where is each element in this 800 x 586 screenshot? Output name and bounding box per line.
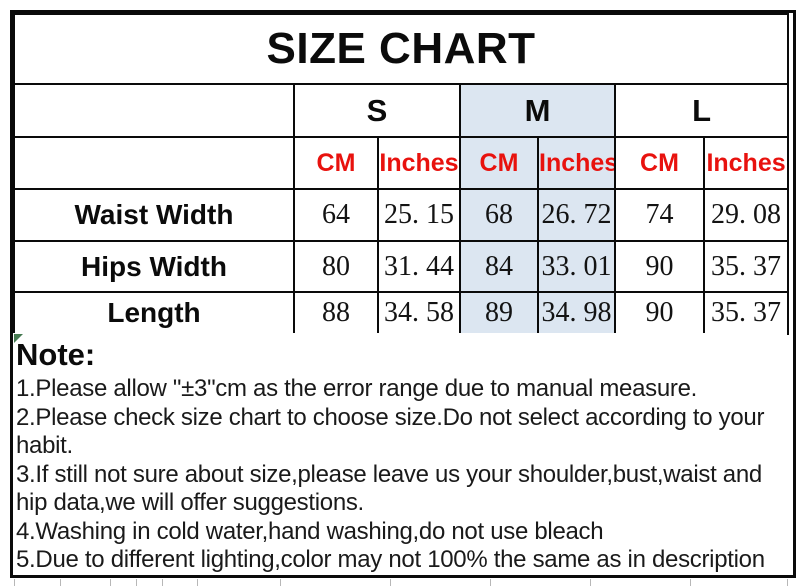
unit-header-m-inches: Inches xyxy=(537,136,616,190)
gridline-tick xyxy=(490,579,491,586)
gridline-tick xyxy=(162,579,163,586)
waist-s-cm: 64 xyxy=(293,188,379,242)
unit-header-row: CM Inches CM Inches CM Inches xyxy=(13,136,790,190)
size-header-s: S xyxy=(293,83,461,138)
hips-s-cm: 80 xyxy=(293,240,379,293)
note-line-2: 2.Please check size chart to choose size… xyxy=(16,403,765,460)
hips-l-cm: 90 xyxy=(614,240,705,293)
length-m-cm: 89 xyxy=(459,291,539,335)
size-header-row: S M L xyxy=(13,83,790,138)
row-label-length: Length xyxy=(13,291,295,335)
size-header-m: M xyxy=(459,83,616,138)
gridline-tick xyxy=(110,579,111,586)
waist-l-cm: 74 xyxy=(614,188,705,242)
hips-s-inches: 31. 44 xyxy=(377,240,461,293)
gridline-tick xyxy=(280,579,281,586)
size-chart-sheet: SIZE CHART S M L CM Inches CM Inches CM … xyxy=(10,10,796,578)
gridline-tick xyxy=(690,579,691,586)
cell-corner-marker-icon xyxy=(14,334,23,343)
row-label-waist-width: Waist Width xyxy=(13,188,295,242)
waist-m-cm: 68 xyxy=(459,188,539,242)
note-title: Note: xyxy=(16,337,96,372)
unit-header-s-cm: CM xyxy=(293,136,379,190)
waist-l-inches: 29. 08 xyxy=(702,188,790,242)
hips-l-inches: 35. 37 xyxy=(702,240,790,293)
unit-header-l-cm: CM xyxy=(614,136,705,190)
table-row-hips: Hips Width 80 31. 44 84 33. 01 90 35. 37 xyxy=(13,240,790,293)
table-row-waist: Waist Width 64 25. 15 68 26. 72 74 29. 0… xyxy=(13,188,790,242)
bottom-gridline-artifacts xyxy=(0,579,800,586)
gridline-tick xyxy=(14,579,15,586)
note-line-4: 4.Washing in cold water,hand washing,do … xyxy=(16,517,604,545)
empty-corner-cell xyxy=(13,136,295,190)
length-s-cm: 88 xyxy=(293,291,379,335)
unit-header-l-inches: Inches xyxy=(702,136,790,190)
note-line-1: 1.Please allow "±3"cm as the error range… xyxy=(16,375,698,402)
note-line-5: 5.Due to different lighting,color may no… xyxy=(16,546,765,573)
waist-s-inches: 25. 15 xyxy=(377,188,461,242)
length-m-inches: 34. 98 xyxy=(537,291,616,335)
waist-m-inches: 26. 72 xyxy=(537,188,616,242)
size-header-l: L xyxy=(613,83,790,138)
gridline-tick xyxy=(197,579,198,586)
length-l-inches: 35. 37 xyxy=(702,291,790,335)
hips-m-inches: 33. 01 xyxy=(537,240,616,293)
gridline-tick xyxy=(60,579,61,586)
title-row: SIZE CHART xyxy=(12,13,790,85)
gridline-tick xyxy=(590,579,591,586)
note-section: Note: 1.Please allow "±3"cm as the error… xyxy=(13,333,787,575)
row-label-hips-width: Hips Width xyxy=(13,240,295,293)
length-l-cm: 90 xyxy=(614,291,705,335)
table-row-length: Length 88 34. 58 89 34. 98 90 35. 37 xyxy=(13,291,790,335)
gridline-tick xyxy=(787,579,788,586)
note-line-3: 3.If still not sure about size,please le… xyxy=(16,460,762,517)
gridline-tick xyxy=(390,579,391,586)
unit-header-m-cm: CM xyxy=(459,136,539,190)
page-title: SIZE CHART xyxy=(12,13,790,85)
length-s-inches: 34. 58 xyxy=(377,291,461,335)
size-table: SIZE CHART S M L CM Inches CM Inches CM … xyxy=(12,13,790,335)
hips-m-cm: 84 xyxy=(459,240,539,293)
empty-corner-cell xyxy=(13,83,295,138)
gridline-tick xyxy=(136,579,137,586)
unit-header-s-inches: Inches xyxy=(377,136,461,190)
